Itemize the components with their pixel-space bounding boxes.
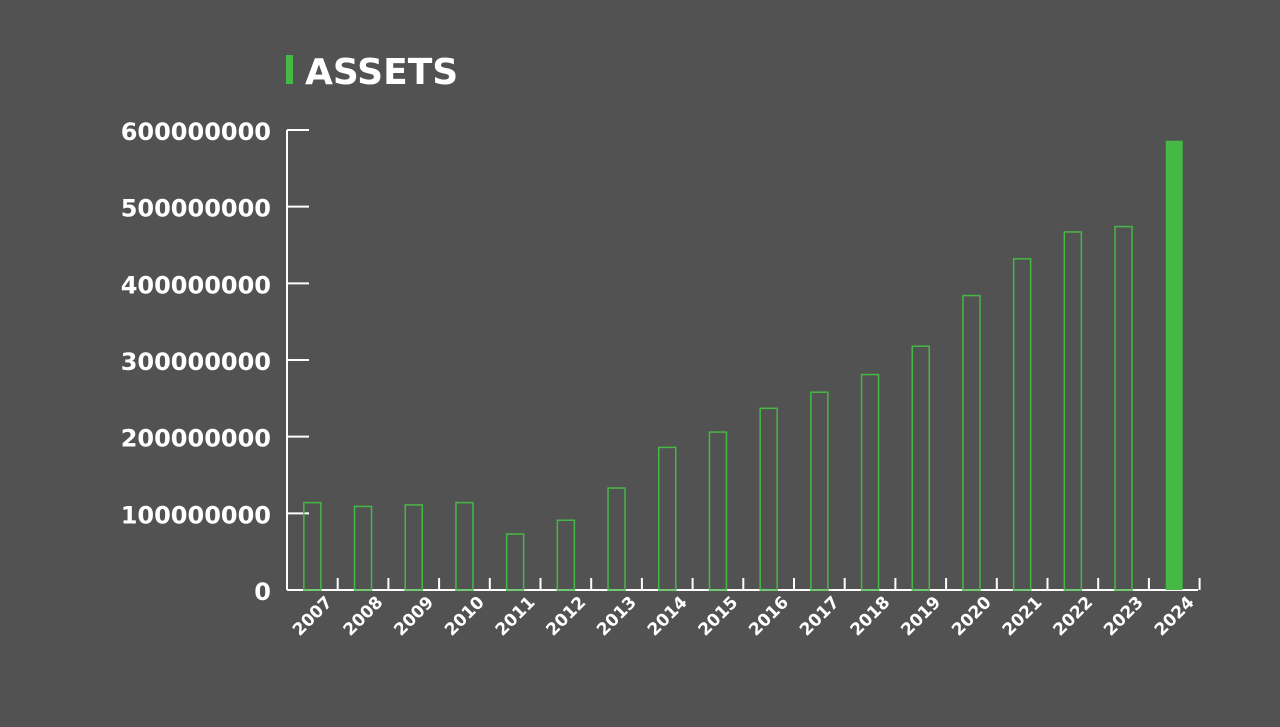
x-tick-label: 2011 — [492, 593, 540, 641]
x-tick-label: 2022 — [1050, 593, 1098, 641]
y-tick-label: 500000000 — [121, 195, 271, 223]
x-tick-label: 2012 — [543, 593, 591, 641]
x-tick-label: 2007 — [289, 593, 337, 641]
bar-2007 — [303, 501, 322, 591]
y-tick-label: 0 — [254, 578, 271, 606]
x-tick-label: 2023 — [1100, 593, 1148, 641]
x-tick-label: 2015 — [695, 593, 743, 641]
x-axis: 2007 2008 2009 2010 2011 2012 2013 2014 2015 2016… — [287, 578, 1201, 641]
x-tick-label: 2010 — [441, 593, 489, 641]
bar-2021 — [1012, 258, 1032, 591]
bars — [303, 140, 1183, 591]
bar-2023 — [1114, 225, 1133, 591]
bar-2019 — [911, 345, 930, 591]
bar-2017 — [810, 391, 829, 591]
x-tick-label: 2018 — [847, 593, 895, 641]
x-tick-label: 2024 — [1151, 593, 1199, 641]
bar-2016 — [759, 407, 778, 591]
bar-2013 — [607, 487, 626, 591]
bar-2020 — [962, 294, 981, 591]
bar-2015 — [708, 431, 728, 591]
y-tick-label: 300000000 — [121, 348, 271, 376]
y-tick-label: 200000000 — [121, 425, 271, 453]
bar-2022 — [1063, 231, 1083, 591]
bar-2008 — [353, 505, 373, 591]
x-tick-label: 2008 — [340, 593, 388, 641]
y-tick-label: 600000000 — [121, 118, 271, 146]
x-tick-label: 2014 — [644, 593, 692, 641]
bar-2010 — [455, 501, 474, 591]
y-tick-label: 400000000 — [121, 271, 271, 299]
x-tick-label: 2013 — [593, 593, 641, 641]
chart-title: ASSETS — [305, 52, 458, 93]
bar-2024 — [1165, 140, 1183, 590]
title-marker — [286, 55, 293, 84]
x-tick-label: 2009 — [390, 593, 438, 641]
y-axis: 0 100000000 200000000 300000000 400000000 500… — [121, 118, 309, 606]
x-tick-label: 2021 — [999, 593, 1047, 641]
bar-2018 — [860, 373, 880, 591]
bar-2009 — [404, 504, 423, 591]
x-tick-label: 2020 — [948, 593, 996, 641]
bar-2011 — [505, 533, 525, 591]
bar-2014 — [658, 446, 677, 591]
x-tick-label: 2016 — [745, 593, 793, 641]
bar-2012 — [556, 519, 576, 591]
x-tick-label: 2017 — [796, 593, 844, 641]
y-tick-label: 100000000 — [121, 501, 271, 529]
x-tick-label: 2019 — [897, 593, 945, 641]
